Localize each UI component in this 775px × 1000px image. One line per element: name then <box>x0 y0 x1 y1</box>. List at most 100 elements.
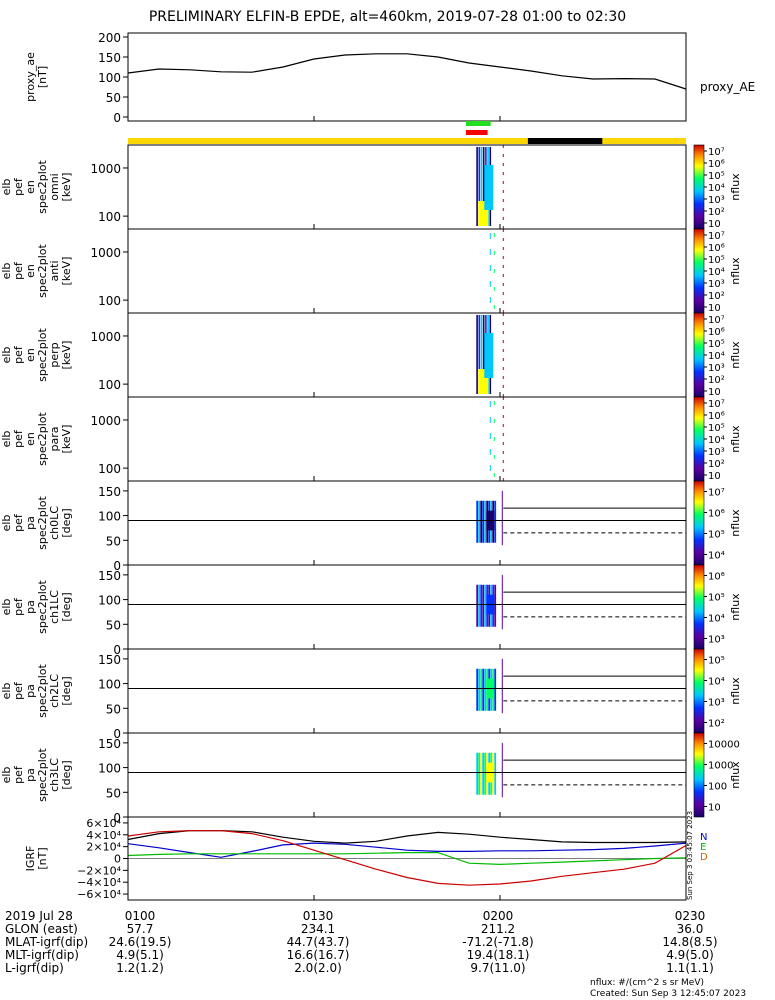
panel-frame <box>127 816 687 901</box>
colorbar-tick-label: 10⁵ <box>708 423 725 434</box>
ylabel-line: [deg] <box>60 676 73 705</box>
colorbar-label: nflux <box>729 425 742 453</box>
figure-title: PRELIMINARY ELFIN-B EPDE, alt=460km, 201… <box>148 9 627 25</box>
colorbar-tick-label: 10⁴ <box>708 183 725 194</box>
panel-frame <box>127 564 687 650</box>
ytick-label: 1000 <box>90 414 121 428</box>
igrf-E-line <box>127 852 687 866</box>
spectrogram-column <box>478 147 481 226</box>
colorbar-tick-label: 10⁵ <box>708 656 725 667</box>
ylabel-line: spec2plot <box>36 748 49 802</box>
ephemeris-value: 211.2 <box>481 922 515 936</box>
pa-column <box>478 500 481 543</box>
ytick-label: 100 <box>98 678 121 692</box>
ytick-label: −4×10⁴ <box>77 876 121 889</box>
ytick-label: 50 <box>106 618 121 632</box>
ylabel-line: spec2plot <box>36 580 49 634</box>
colorbar <box>693 228 705 314</box>
ylabel-line: en <box>24 180 37 194</box>
panel-7: elb pef pa spec2plot ch2LC [deg] 0 50 100 150 10² 1… <box>0 648 742 741</box>
ylabel-line: [deg] <box>60 508 73 537</box>
colorbar-tick-label: 10⁴ <box>708 435 725 446</box>
colorbar-tick-label: 10⁶ <box>708 159 725 170</box>
panel-3: elb pef en spec2plot perp [keV]10010001010²10… <box>0 312 742 398</box>
ylabel-line: pef <box>12 513 25 532</box>
colorbar-label: nflux <box>729 761 742 789</box>
colorbar-tick-label: 10 <box>708 471 721 482</box>
panel-frame <box>127 312 687 398</box>
pa-column <box>478 668 481 711</box>
spectrogram-hot <box>478 369 489 394</box>
colorbar-tick-label: 10² <box>708 719 725 730</box>
pa-column <box>476 500 479 543</box>
colorbar-label: nflux <box>729 341 742 369</box>
series-legend: proxy_AE <box>700 80 755 94</box>
panel-2: elb pef en spec2plot anti [keV]10010001010²10… <box>0 228 742 314</box>
colorbar <box>693 564 705 650</box>
ephemeris-value: 1.1(1.1) <box>666 961 714 975</box>
colorbar-tick-label: 10⁴ <box>708 677 725 688</box>
pa-column <box>484 584 487 627</box>
colorbar-tick-label: 10⁵ <box>708 339 725 350</box>
spectrogram-column <box>476 315 478 394</box>
colorbar-label: nflux <box>729 509 742 537</box>
panel-5: elb pef pa spec2plot ch0LC [deg] 0 50 100 150 10⁴ 1… <box>0 480 742 573</box>
ylabel-line: elb <box>0 431 13 448</box>
science-green-bar <box>465 121 491 126</box>
colorbar <box>693 312 705 398</box>
ytick-label: 50 <box>106 786 121 800</box>
ytick-label: 0 <box>113 559 121 573</box>
ephemeris-value: 24.6(19.5) <box>109 935 172 949</box>
spectrogram-warm <box>484 333 494 378</box>
panel-frame <box>127 732 687 818</box>
spectrogram-column <box>480 315 483 394</box>
ephemeris-row-label: 2019 Jul 28 <box>5 909 73 923</box>
colorbar-tick-label: 10² <box>708 459 725 470</box>
colorbar-tick-label: 10⁶ <box>708 509 725 520</box>
ylabel-line: [keV] <box>60 257 73 286</box>
ylabel-line: pef <box>12 429 25 448</box>
ylabel-line: elb <box>0 515 13 532</box>
panel-frame <box>127 648 687 734</box>
ylabel-line: en <box>24 348 37 362</box>
ylabel-line: elb <box>0 263 13 280</box>
ephemeris-value: 36.0 <box>677 922 704 936</box>
ephemeris-value: 19.4(18.1) <box>467 948 530 962</box>
ylabel-line: ch3LC <box>48 758 61 792</box>
ephemeris-value: 2.0(2.0) <box>294 961 342 975</box>
ytick-label: 0 <box>113 643 121 657</box>
ephemeris-row-label: GLON (east) <box>5 922 78 936</box>
spectrogram-column <box>482 147 485 226</box>
colorbar-tick-label: 10 <box>708 219 721 230</box>
colorbar <box>693 144 705 230</box>
igrf-legend: D <box>700 852 708 863</box>
ylabel-line: pef <box>12 681 25 700</box>
ytick-label: −6×10⁴ <box>77 888 121 901</box>
pa-column <box>480 584 483 627</box>
colorbar-tick-label: 10³ <box>708 447 725 458</box>
ylabel-line: pa <box>24 600 37 614</box>
ylabel-line: [deg] <box>60 760 73 789</box>
ylabel-line: elb <box>0 179 13 196</box>
pa-column <box>480 668 483 711</box>
ylabel-line: pef <box>12 177 25 196</box>
pa-column <box>484 752 487 795</box>
pa-column <box>494 752 497 795</box>
ylabel-line: ch2LC <box>48 674 61 708</box>
panel-frame <box>127 480 687 566</box>
ephemeris-value: 9.7(11.0) <box>470 961 525 975</box>
panel-9: IGRF [nT]−6×10⁴−4×10⁴−2×10⁴02×10⁴4×10⁴6×1… <box>24 811 708 901</box>
colorbar <box>693 648 705 734</box>
ephemeris-row-label: MLAT-igrf(dip) <box>5 935 88 949</box>
ytick-label: 0 <box>114 853 121 866</box>
ephemeris-value: 57.7 <box>127 922 154 936</box>
ytick-label: 150 <box>98 653 121 667</box>
ephemeris-row-label: MLT-igrf(dip) <box>5 948 79 962</box>
ylabel-line: spec2plot <box>36 412 49 466</box>
colorbar-tick-label: 10² <box>708 207 725 218</box>
ylabel-line: spec2plot <box>36 160 49 214</box>
igrf-legend: E <box>700 842 706 853</box>
ylabel-line: perp <box>48 342 61 367</box>
ytick-label: 0 <box>113 111 121 125</box>
panel-0: proxy_ae [nT] 0 50 100 150 200 proxy_AE <box>24 31 755 125</box>
